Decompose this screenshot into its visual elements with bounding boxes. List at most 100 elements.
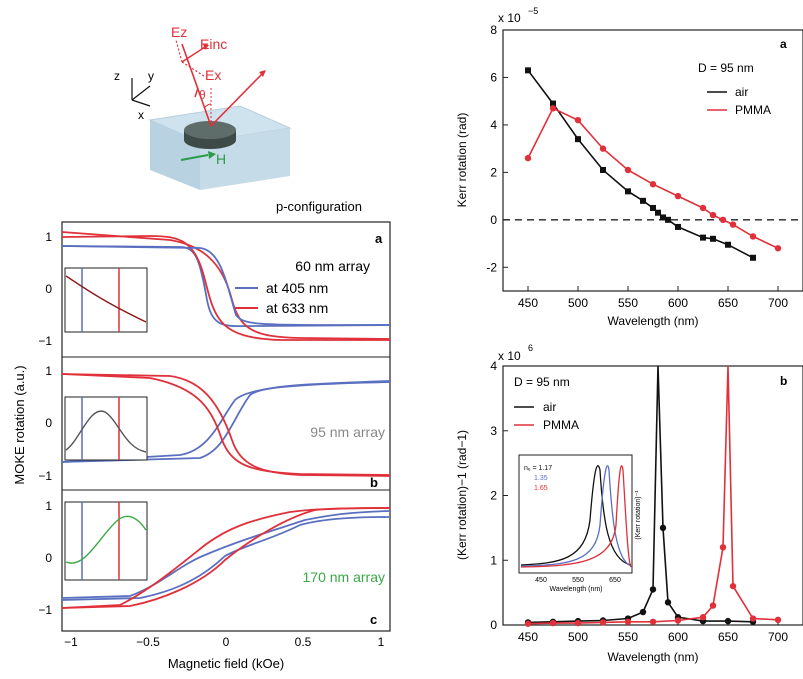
series-line-air bbox=[527, 69, 754, 259]
y-tick-label: 4 bbox=[490, 118, 497, 132]
y-tick: 0 bbox=[45, 551, 52, 565]
chart-b-legend: air PMMA bbox=[514, 400, 579, 432]
kerr-rotation-chart: x 10 −5 a D = 95 nm Kerr rotation (rad) … bbox=[455, 6, 803, 328]
y-tick-label: 2 bbox=[490, 165, 497, 179]
subpanel-a: a 60 nm array at 405 nm at 633 nm bbox=[61, 231, 391, 341]
data-point-pmma bbox=[549, 105, 557, 112]
data-point-air bbox=[710, 235, 716, 242]
loop-633-down bbox=[61, 235, 390, 341]
x-tick-label: 700 bbox=[768, 296, 788, 310]
left-xlabel: Magnetic field (kOe) bbox=[168, 656, 284, 671]
data-point-air bbox=[625, 188, 631, 195]
inverse-kerr-chart: x 10 6 b D = 95 nm (Kerr rotation)−1 (ra… bbox=[455, 343, 803, 664]
data-point-pmma bbox=[774, 245, 782, 252]
left-ylabel: MOKE rotation (a.u.) bbox=[12, 365, 27, 484]
y-tick-label: 0 bbox=[490, 213, 497, 227]
panel-letter-a: a bbox=[375, 231, 383, 246]
y-tick-label: 1 bbox=[490, 553, 497, 567]
data-point-pmma bbox=[624, 618, 632, 625]
data-point-air bbox=[640, 197, 646, 204]
chart-a-ylabel: Kerr rotation (rad) bbox=[455, 113, 469, 208]
x-tick: 0 bbox=[223, 635, 230, 649]
x-tick-label: 550 bbox=[618, 296, 638, 310]
left-panel: MOKE rotation (a.u.) Magnetic field (kOe… bbox=[12, 221, 391, 671]
loop-405-b bbox=[61, 380, 391, 463]
y-tick-label: 2 bbox=[490, 489, 497, 503]
data-point-pmma bbox=[749, 233, 757, 240]
x-tick-label: 700 bbox=[768, 630, 788, 644]
x-tick-label: 450 bbox=[518, 630, 538, 644]
y-tick: −1 bbox=[38, 603, 52, 617]
loop-405-a bbox=[61, 510, 391, 599]
data-point-pmma bbox=[774, 616, 782, 624]
data-point-pmma bbox=[674, 617, 682, 624]
data-point-air bbox=[639, 608, 647, 616]
data-point-pmma bbox=[749, 615, 757, 622]
y-tick: −1 bbox=[38, 469, 52, 483]
inset-label-135: 1.35 bbox=[534, 475, 548, 482]
inset-b bbox=[64, 396, 148, 461]
loop-633-b bbox=[61, 507, 391, 609]
y-tick: 0 bbox=[45, 282, 52, 296]
panel-letter-b: b bbox=[370, 475, 378, 490]
schematic: H θ Ez Einc Ex z y x p-configuration bbox=[114, 24, 362, 214]
series-line-air bbox=[527, 365, 754, 624]
data-point-air bbox=[664, 599, 672, 606]
axis-y: y bbox=[148, 69, 154, 83]
data-point-pmma bbox=[709, 602, 717, 609]
chart-a-series bbox=[503, 67, 803, 261]
loop-633-b bbox=[61, 373, 391, 477]
data-point-air bbox=[525, 67, 531, 74]
data-point-air bbox=[659, 524, 667, 532]
series-line-pmma bbox=[527, 365, 779, 625]
data-point-air bbox=[600, 166, 606, 173]
inset-ylabel: (Kerr rotation)⁻¹ bbox=[635, 490, 642, 540]
data-point-air bbox=[649, 586, 657, 593]
h-label: H bbox=[216, 151, 226, 167]
y-tick: 0 bbox=[45, 416, 52, 430]
data-point-air bbox=[750, 254, 756, 261]
left-x-ticks: −1 −0.5 0 0.5 1 bbox=[64, 635, 385, 649]
data-point-air bbox=[675, 223, 681, 230]
x-tick-label: 650 bbox=[718, 630, 738, 644]
x-tick-label: 550 bbox=[618, 630, 638, 644]
x-tick: 1 bbox=[378, 635, 385, 649]
inset-xtick: 550 bbox=[572, 577, 584, 584]
data-point-pmma bbox=[574, 619, 582, 627]
data-point-pmma bbox=[599, 145, 607, 152]
data-point-pmma bbox=[709, 211, 717, 219]
legend-pmma: PMMA bbox=[543, 418, 579, 432]
legend-633: at 633 nm bbox=[266, 300, 328, 316]
chart-b-scale-exp: 6 bbox=[528, 343, 533, 353]
inset-xtick: 450 bbox=[535, 577, 547, 584]
inset-curve-117 bbox=[520, 465, 632, 566]
config-label: p-configuration bbox=[276, 199, 362, 214]
data-point-pmma bbox=[524, 620, 532, 627]
data-point-pmma bbox=[699, 204, 707, 212]
array-label-60: 60 nm array bbox=[295, 258, 370, 274]
legend-air: air bbox=[543, 400, 556, 414]
axis-x: x bbox=[138, 108, 144, 122]
data-point-pmma bbox=[624, 166, 632, 174]
subpanel-c: 170 nm array c bbox=[61, 501, 391, 627]
inset-xtick: 650 bbox=[609, 577, 621, 584]
chart-a-scale: x 10 bbox=[498, 11, 521, 25]
data-point-air bbox=[724, 617, 732, 625]
ex-label: Ex bbox=[205, 67, 221, 83]
x-tick-label: 600 bbox=[668, 630, 688, 644]
inset-c bbox=[64, 501, 148, 581]
data-point-air bbox=[655, 209, 661, 216]
y-tick: 1 bbox=[45, 230, 52, 244]
loop-405-up bbox=[61, 245, 391, 328]
x-tick: −0.5 bbox=[136, 635, 160, 649]
data-point-air bbox=[665, 216, 671, 223]
data-point-air bbox=[575, 136, 581, 143]
data-point-air bbox=[700, 234, 706, 241]
data-point-pmma bbox=[599, 619, 607, 626]
disk-top bbox=[184, 121, 236, 139]
left-frame bbox=[61, 221, 391, 632]
data-point-air bbox=[550, 100, 556, 107]
data-point-pmma bbox=[719, 216, 727, 224]
chart-a-xlabel: Wavelength (nm) bbox=[608, 314, 699, 328]
